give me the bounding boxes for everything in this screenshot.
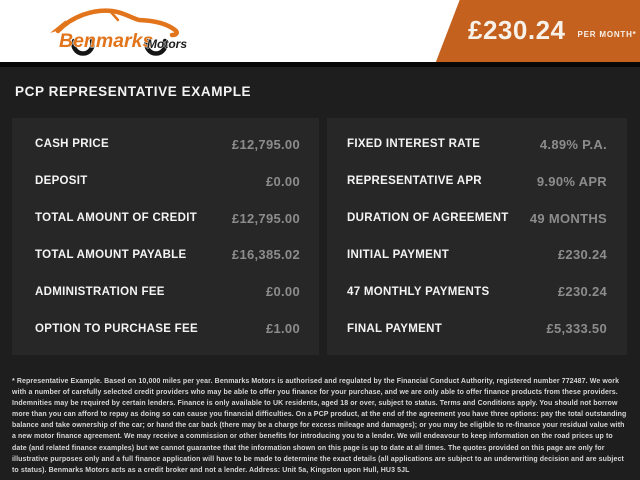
finance-row-representative-apr: REPRESENTATIVE APR 9.90% APR [327,174,627,189]
finance-row-cash-price: CASH PRICE £12,795.00 [12,137,319,152]
benmarks-motors-logo: Benmarks Motors [48,5,190,59]
car-silhouette-logo-icon: Benmarks Motors [50,8,188,56]
row-value: £5,333.50 [546,321,607,337]
row-value: 49 MONTHS [529,210,607,226]
finance-row-total-payable: TOTAL AMOUNT PAYABLE £16,385.02 [12,247,319,262]
logo-text-secondary: Motors [147,37,187,51]
row-label: TOTAL AMOUNT PAYABLE [35,248,187,261]
row-value: £12,795.00 [231,136,300,152]
finance-row-total-credit: TOTAL AMOUNT OF CREDIT £12,795.00 [12,211,319,226]
finance-row-initial-payment: INITIAL PAYMENT £230.24 [327,247,627,262]
row-label: FIXED INTEREST RATE [347,138,481,151]
row-label: INITIAL PAYMENT [347,248,450,261]
row-value: 9.90% APR [536,173,607,189]
finance-row-admin-fee: ADMINISTRATION FEE £0.00 [12,284,319,299]
monthly-price-amount: £230.24 [468,15,566,45]
row-label: DURATION OF AGREEMENT [347,212,509,225]
monthly-price-banner: £230.24 PER MONTH* [435,0,640,62]
row-value: £0.00 [265,284,300,300]
finance-row-monthly-payments: 47 MONTHLY PAYMENTS £230.24 [327,284,627,299]
row-label: OPTION TO PURCHASE FEE [35,322,198,335]
finance-row-deposit: DEPOSIT £0.00 [12,174,319,189]
row-value: £230.24 [557,284,607,300]
row-value: £12,795.00 [231,210,300,226]
row-label: CASH PRICE [35,138,109,151]
row-value: £230.24 [557,247,607,263]
row-label: ADMINISTRATION FEE [35,285,165,298]
finance-row-option-to-purchase-fee: OPTION TO PURCHASE FEE £1.00 [12,321,319,336]
row-value: £0.00 [265,173,300,189]
row-label: FINAL PAYMENT [347,322,443,335]
representative-example-disclaimer: * Representative Example. Based on 10,00… [12,378,627,474]
monthly-price-suffix: PER MONTH* [577,30,637,39]
row-value: 4.89% P.A. [539,136,607,152]
finance-example-section: PCP REPRESENTATIVE EXAMPLE CASH PRICE £1… [0,67,640,480]
row-label: 47 MONTHLY PAYMENTS [347,285,490,298]
page-header: Benmarks Motors £230.24 PER MONTH* [0,0,640,62]
row-value: £1.00 [265,321,300,337]
row-label: REPRESENTATIVE APR [347,175,482,188]
finance-row-duration: DURATION OF AGREEMENT 49 MONTHS [327,211,627,226]
finance-row-final-payment: FINAL PAYMENT £5,333.50 [327,321,627,336]
header-divider [0,62,640,67]
row-value: £16,385.02 [231,247,300,263]
logo-text-primary: Benmarks [59,30,153,52]
finance-panel-left: CASH PRICE £12,795.00 DEPOSIT £0.00 TOTA… [12,118,319,355]
section-title: PCP REPRESENTATIVE EXAMPLE [15,84,252,99]
row-label: DEPOSIT [35,175,88,188]
finance-panel-right: FIXED INTEREST RATE 4.89% P.A. REPRESENT… [327,118,627,355]
finance-row-fixed-interest-rate: FIXED INTEREST RATE 4.89% P.A. [327,137,627,152]
row-label: TOTAL AMOUNT OF CREDIT [35,212,198,225]
